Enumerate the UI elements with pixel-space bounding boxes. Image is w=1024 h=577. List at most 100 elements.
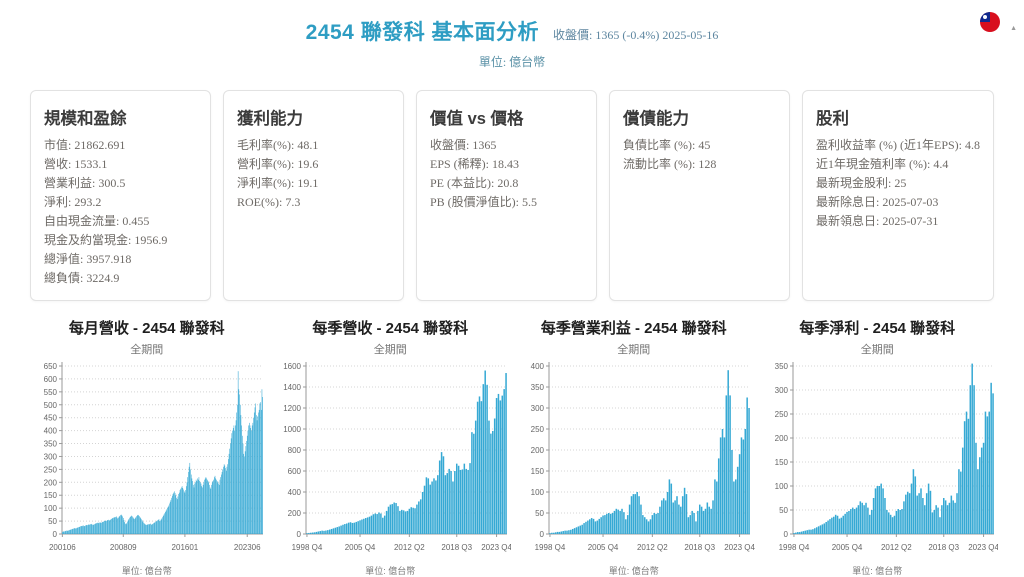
chart-monthly-revenue: 每月營收 - 2454 聯發科 全期間 0 50 100 150 200 250 300 35… (26, 317, 268, 577)
svg-text:2012 Q2: 2012 Q2 (637, 543, 668, 552)
card-items: 負債比率 (%): 45 流動比率 (%): 128 (623, 136, 776, 174)
card-dividends: 股利 盈利收益率 (%) (近1年EPS): 4.8 近1年現金殖利率 (%): … (802, 90, 994, 301)
svg-text:250: 250 (44, 465, 58, 474)
svg-text:1000: 1000 (283, 425, 301, 434)
svg-text:2012 Q2: 2012 Q2 (880, 543, 911, 552)
svg-text:800: 800 (287, 446, 301, 455)
card-metric: PE (本益比): 20.8 (430, 175, 519, 190)
svg-text:100: 100 (774, 482, 788, 491)
svg-text:2012 Q2: 2012 Q2 (393, 543, 424, 552)
bar-chart-svg: 0 50 100 150 200 250 300 350 400 450 500 550 600 650 2… (44, 361, 263, 552)
scroll-up-arrow-icon[interactable]: ▲ (1010, 25, 1017, 32)
card-value-vs-price: 價值 vs 價格 收盤價: 1365 EPS (稀釋): 18.43 PE (本益比… (416, 90, 597, 301)
chart-subtitle: 全期間 (617, 343, 651, 356)
page-header: 2454 聯發科 基本面分析 收盤價: 1365 (-0.4%) 2025-05… (0, 0, 1024, 70)
card-metric: 現金及約當現金: 1956.9 (44, 232, 168, 247)
page-title: 2454 聯發科 基本面分析 (305, 21, 540, 44)
card-metric: 收盤價: 1365 (430, 138, 497, 152)
svg-text:202306: 202306 (234, 543, 261, 552)
svg-text:1998 Q4: 1998 Q4 (778, 543, 809, 552)
svg-text:0: 0 (783, 530, 788, 539)
svg-text:2005 Q4: 2005 Q4 (588, 543, 619, 552)
card-metric: 淨利: 293.2 (44, 194, 102, 209)
bar-chart-plot: 0 50 100 150 200 250 300 350 1998 Q4 2005 Q4 2012 … (757, 358, 998, 559)
charts-row: 每月營收 - 2454 聯發科 全期間 0 50 100 150 200 250 300 35… (26, 317, 998, 577)
svg-text:150: 150 (44, 491, 58, 500)
svg-text:250: 250 (531, 425, 545, 434)
card-metric: PB (股價淨值比): 5.5 (430, 194, 538, 209)
card-metric: 負債比率 (%): 45 (623, 138, 711, 152)
svg-text:2005 Q4: 2005 Q4 (831, 543, 862, 552)
card-metric: 毛利率(%): 48.1 (237, 138, 319, 152)
svg-text:2023 Q4: 2023 Q4 (968, 543, 998, 552)
closing-price-info: 收盤價: 1365 (-0.4%) 2025-05-16 (553, 28, 719, 42)
svg-text:0: 0 (53, 530, 58, 539)
card-metric: ROE(%): 7.3 (237, 194, 301, 209)
svg-text:0: 0 (540, 530, 545, 539)
svg-text:50: 50 (48, 517, 57, 526)
svg-text:0: 0 (296, 530, 301, 539)
svg-text:300: 300 (774, 386, 788, 395)
card-metric: 最新除息日: 2025-07-03 (816, 194, 939, 209)
chart-unit-label: 單位: 億台幣 (365, 565, 416, 576)
chart-subtitle: 全期間 (860, 343, 894, 356)
svg-text:2018 Q3: 2018 Q3 (684, 543, 715, 552)
chart-unit-label: 單位: 億台幣 (121, 565, 172, 576)
svg-text:250: 250 (774, 410, 788, 419)
chart-title: 每月營收 - 2454 聯發科 (68, 319, 225, 337)
svg-text:200106: 200106 (49, 543, 76, 552)
bar-chart-plot: 0 200 400 600 800 1000 1200 1400 1600 1998 Q4 2005… (270, 358, 511, 559)
bar-chart-svg: 0 50 100 150 200 250 300 350 400 1998 Q4 2005 Q4 20… (531, 361, 755, 552)
card-metric: 流動比率 (%): 128 (623, 156, 717, 171)
card-items: 盈利收益率 (%) (近1年EPS): 4.8 近1年現金殖利率 (%): 4.4… (816, 136, 980, 231)
svg-text:1200: 1200 (283, 404, 301, 413)
bar-chart-plot: 0 50 100 150 200 250 300 350 400 450 500 550 600 650 2… (26, 358, 268, 559)
bar-chart-svg: 0 200 400 600 800 1000 1200 1400 1600 1998 Q4 2005… (283, 361, 511, 552)
chart-subtitle: 全期間 (373, 343, 407, 356)
svg-text:300: 300 (44, 452, 58, 461)
card-title: 獲利能力 (237, 110, 303, 128)
card-items: 市值: 21862.691 營收: 1533.1 營業利益: 300.5 淨利: 29… (44, 136, 197, 288)
chart-title: 每季營業利益 - 2454 聯發科 (540, 319, 727, 337)
card-title: 規模和盈餘 (44, 110, 127, 128)
svg-text:1998 Q4: 1998 Q4 (535, 543, 566, 552)
svg-text:500: 500 (44, 400, 58, 409)
card-metric: 自由現金流量: 0.455 (44, 213, 150, 228)
card-metric: 市值: 21862.691 (44, 138, 126, 152)
svg-text:50: 50 (535, 509, 544, 518)
svg-text:600: 600 (287, 467, 301, 476)
svg-text:550: 550 (44, 387, 58, 396)
chart-quarterly-net-income: 每季淨利 - 2454 聯發科 全期間 0 50 100 150 200 250 300 35… (757, 317, 998, 577)
card-solvency: 償債能力 負債比率 (%): 45 流動比率 (%): 128 (609, 90, 790, 301)
chart-unit-label: 單位: 億台幣 (852, 565, 903, 576)
chart-title: 每季營收 - 2454 聯發科 (312, 319, 469, 337)
card-metric: 總負債: 3224.9 (44, 270, 120, 285)
svg-text:400: 400 (531, 362, 545, 371)
svg-text:200: 200 (531, 446, 545, 455)
svg-text:150: 150 (531, 467, 545, 476)
svg-text:200: 200 (287, 509, 301, 518)
taiwan-flag-icon[interactable] (980, 12, 1000, 32)
card-items: 收盤價: 1365 EPS (稀釋): 18.43 PE (本益比): 20.8 PB… (430, 136, 583, 212)
card-metric: 最新領息日: 2025-07-31 (816, 213, 939, 228)
card-items: 毛利率(%): 48.1 營利率(%): 19.6 淨利率(%): 19.1 ROE(… (237, 136, 390, 212)
card-metric: 總淨值: 3957.918 (44, 251, 132, 266)
svg-text:100: 100 (44, 504, 58, 513)
card-metric: 營業利益: 300.5 (44, 175, 126, 190)
svg-text:2023 Q4: 2023 Q4 (481, 543, 511, 552)
svg-text:450: 450 (44, 413, 58, 422)
card-metric: EPS (稀釋): 18.43 (430, 156, 520, 171)
svg-text:350: 350 (774, 362, 788, 371)
chart-title: 每季淨利 - 2454 聯發科 (799, 319, 956, 337)
svg-text:1400: 1400 (283, 383, 301, 392)
card-metric: 營收: 1533.1 (44, 156, 108, 171)
svg-text:201601: 201601 (172, 543, 199, 552)
svg-text:200: 200 (44, 478, 58, 487)
svg-text:2018 Q3: 2018 Q3 (928, 543, 959, 552)
svg-text:650: 650 (44, 362, 58, 371)
svg-text:1998 Q4: 1998 Q4 (291, 543, 322, 552)
card-title: 股利 (816, 110, 849, 128)
svg-text:2018 Q3: 2018 Q3 (441, 543, 472, 552)
svg-text:200: 200 (774, 434, 788, 443)
card-metric: 盈利收益率 (%) (近1年EPS): 4.8 (816, 138, 980, 152)
